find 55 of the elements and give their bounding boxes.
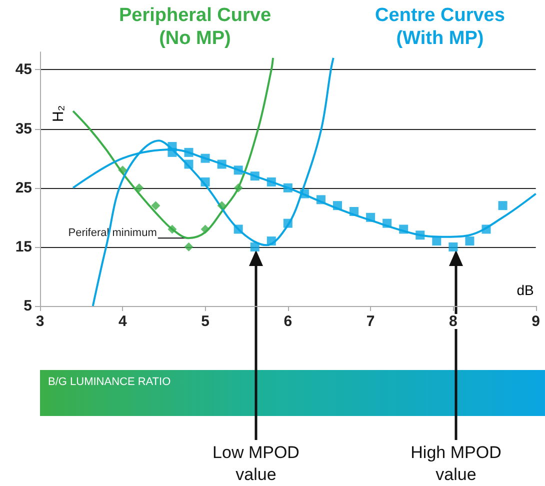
point: [184, 160, 194, 169]
x-tick-label: 3: [36, 313, 44, 330]
y-axis-title: H₂: [50, 105, 67, 122]
text: High MPOD value: [410, 442, 502, 486]
point: [118, 166, 128, 175]
gradient-scale: B/G LUMINANCE RATIO: [40, 370, 545, 416]
point: [217, 160, 226, 169]
text: Centre Curves (With MP): [374, 4, 506, 50]
y-tick-label: 45: [15, 61, 32, 78]
point: [200, 154, 210, 163]
annotation: Periferal minimum: [68, 227, 157, 240]
point: [234, 183, 243, 192]
point: [448, 242, 458, 252]
point: [266, 177, 276, 186]
text: Low MPOD value: [212, 442, 300, 486]
point: [283, 183, 292, 192]
x-axis-title: dB: [516, 282, 534, 298]
point: [432, 236, 442, 246]
point: [134, 183, 144, 192]
point: [465, 236, 474, 246]
point: [184, 242, 194, 252]
point: [266, 236, 276, 246]
y-tick-label: 35: [15, 120, 32, 138]
point: [316, 195, 326, 204]
point: [283, 218, 292, 228]
point: [366, 212, 376, 222]
point: [332, 201, 342, 210]
x-tick-label: 6: [284, 313, 292, 330]
x-tick-label: 5: [201, 313, 210, 330]
point: [482, 224, 491, 234]
point: [250, 242, 260, 252]
point: [184, 148, 194, 157]
text: Peripheral Curve (No MP): [118, 4, 272, 50]
point: [350, 206, 359, 216]
point: [168, 224, 177, 234]
x-tick-label: 4: [118, 313, 128, 330]
point: [151, 201, 160, 210]
x-tick-label: 8: [449, 313, 458, 330]
point: [168, 142, 177, 152]
point: [217, 201, 226, 210]
point: [200, 224, 210, 234]
point: [234, 224, 243, 234]
y-tick-label: 25: [15, 179, 32, 196]
x-tick-label: 9: [532, 313, 540, 330]
y-tick-label: 5: [24, 298, 32, 314]
point: [498, 201, 508, 210]
point: [382, 218, 392, 228]
point: [399, 224, 408, 234]
point: [416, 230, 425, 240]
y-tick-label: 15: [15, 238, 32, 256]
point: [200, 177, 210, 186]
point: [250, 172, 260, 181]
point: [234, 166, 243, 175]
x-tick-label: 7: [366, 313, 375, 330]
point: [300, 189, 309, 198]
